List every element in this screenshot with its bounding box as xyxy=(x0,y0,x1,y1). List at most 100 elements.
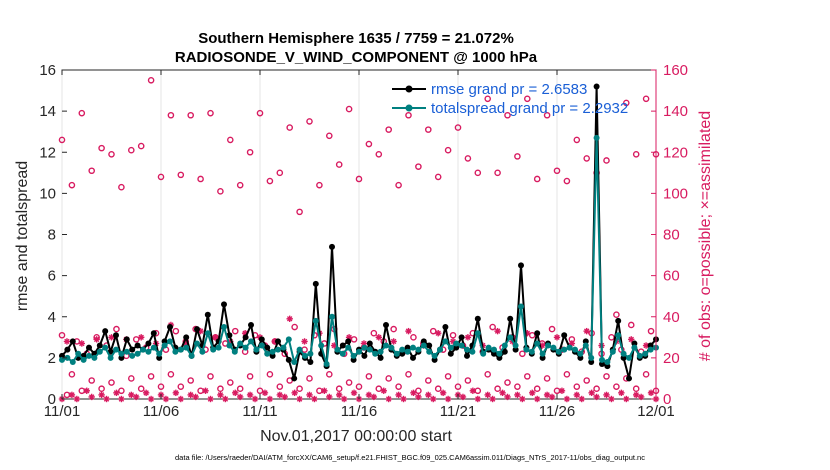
obs-assimilated-marker xyxy=(405,327,412,335)
series-point-rmse xyxy=(312,280,319,287)
obs-assimilated-marker xyxy=(499,389,506,397)
obs-assimilated-marker xyxy=(489,395,496,403)
x-tick-label: 11/16 xyxy=(341,403,377,420)
obs-assimilated-marker xyxy=(519,395,526,403)
legend: rmse grand pr = 2.6583 totalspread grand… xyxy=(392,81,628,117)
series-point-totalspread xyxy=(113,346,119,353)
obs-assimilated-marker xyxy=(73,395,81,403)
series-point-totalspread xyxy=(258,342,265,349)
obs-possible-marker xyxy=(593,385,600,393)
series-point-totalspread xyxy=(231,348,238,355)
obs-assimilated-marker xyxy=(548,393,556,401)
series-point-rmse xyxy=(221,301,227,308)
legend-rmse-label: rmse grand pr = 2.6583 xyxy=(431,81,587,98)
series-point-rmse xyxy=(129,346,136,353)
obs-possible-marker xyxy=(58,136,66,144)
series-point-rmse xyxy=(269,352,276,359)
obs-possible-marker xyxy=(489,323,496,331)
series-point-totalspread xyxy=(566,344,573,351)
obs-assimilated-marker xyxy=(326,393,333,401)
series-point-totalspread xyxy=(593,134,600,141)
obs-possible-marker xyxy=(355,175,363,183)
obs-possible-marker xyxy=(291,323,298,331)
obs-assimilated-marker xyxy=(103,395,110,403)
obs-possible-marker xyxy=(68,371,76,378)
y-right-tick-label: 80 xyxy=(663,227,680,244)
obs-possible-marker xyxy=(217,385,224,393)
obs-assimilated-marker xyxy=(291,389,298,397)
series-point-totalspread xyxy=(64,354,71,361)
obs-possible-marker xyxy=(464,377,472,384)
series-point-rmse xyxy=(361,352,368,359)
obs-possible-marker xyxy=(335,385,343,393)
obs-possible-marker xyxy=(108,379,115,386)
obs-assimilated-marker xyxy=(444,395,452,403)
series-point-totalspread xyxy=(523,346,530,353)
obs-possible-marker xyxy=(296,385,303,393)
obs-assimilated-marker xyxy=(474,395,481,403)
obs-assimilated-marker xyxy=(415,393,422,401)
series-point-totalspread xyxy=(102,344,109,351)
obs-possible-marker xyxy=(266,371,274,378)
series-point-rmse xyxy=(150,330,157,337)
series-point-totalspread xyxy=(264,350,271,357)
series-point-totalspread xyxy=(615,332,622,339)
obs-possible-marker xyxy=(623,99,630,107)
obs-assimilated-marker xyxy=(142,389,150,397)
series-point-totalspread xyxy=(458,342,465,349)
y-axis-label: rmse and totalspread xyxy=(14,161,31,311)
series-point-totalspread xyxy=(620,350,627,357)
series-point-rmse xyxy=(604,363,611,370)
series-point-totalspread xyxy=(588,354,595,361)
obs-assimilated-marker xyxy=(628,336,635,343)
series-point-rmse xyxy=(102,328,109,335)
series-point-totalspread xyxy=(334,346,341,353)
series-point-rmse xyxy=(464,352,470,359)
obs-possible-marker xyxy=(113,325,120,333)
series-point-totalspread xyxy=(339,350,346,357)
obs-assimilated-marker xyxy=(336,391,343,399)
obs-assimilated-marker xyxy=(558,387,566,394)
series-point-totalspread xyxy=(129,352,136,359)
obs-possible-marker xyxy=(177,171,185,179)
obs-possible-marker xyxy=(395,383,402,390)
obs-assimilated-marker xyxy=(261,389,269,397)
series-point-totalspread xyxy=(107,354,114,361)
series-point-rmse xyxy=(512,346,519,353)
series-point-totalspread xyxy=(480,350,487,357)
series-point-totalspread xyxy=(329,313,335,320)
obs-assimilated-marker xyxy=(207,395,214,403)
series-point-totalspread xyxy=(177,346,184,353)
series-point-rmse xyxy=(383,321,389,328)
series-point-totalspread xyxy=(404,348,411,355)
series-point-totalspread xyxy=(474,330,481,337)
x-axis-label: Nov.01,2017 00:00:00 start xyxy=(260,428,452,445)
series-point-rmse xyxy=(167,324,173,331)
series-point-rmse xyxy=(593,83,600,90)
series-point-rmse xyxy=(420,338,427,345)
obs-possible-marker xyxy=(137,142,145,150)
series-point-totalspread xyxy=(577,350,584,357)
obs-assimilated-marker xyxy=(623,395,630,403)
obs-possible-marker xyxy=(365,140,373,148)
obs-assimilated-marker xyxy=(222,395,229,403)
obs-assimilated-marker xyxy=(534,395,541,403)
series-point-rmse xyxy=(442,324,449,331)
series-point-totalspread xyxy=(91,354,98,361)
obs-assimilated-marker xyxy=(385,395,392,403)
series-point-totalspread xyxy=(237,340,244,347)
series-point-rmse xyxy=(491,350,497,357)
y-right-tick-label: 160 xyxy=(663,62,688,79)
obs-possible-marker xyxy=(246,373,254,380)
y-tick-label: 16 xyxy=(39,62,56,79)
y-right-tick-label: 40 xyxy=(663,309,680,326)
series-point-totalspread xyxy=(161,342,168,349)
obs-assimilated-marker xyxy=(633,391,640,399)
series-point-totalspread xyxy=(318,342,325,349)
obs-possible-marker xyxy=(464,155,472,162)
obs-possible-marker xyxy=(603,157,610,164)
obs-possible-marker xyxy=(504,111,511,119)
axes: 11/01 11/06 11/11 11/16 11/21 11/26 12/0102468… xyxy=(39,62,688,420)
obs-assimilated-marker xyxy=(583,327,590,335)
series-point-rmse xyxy=(156,354,163,361)
